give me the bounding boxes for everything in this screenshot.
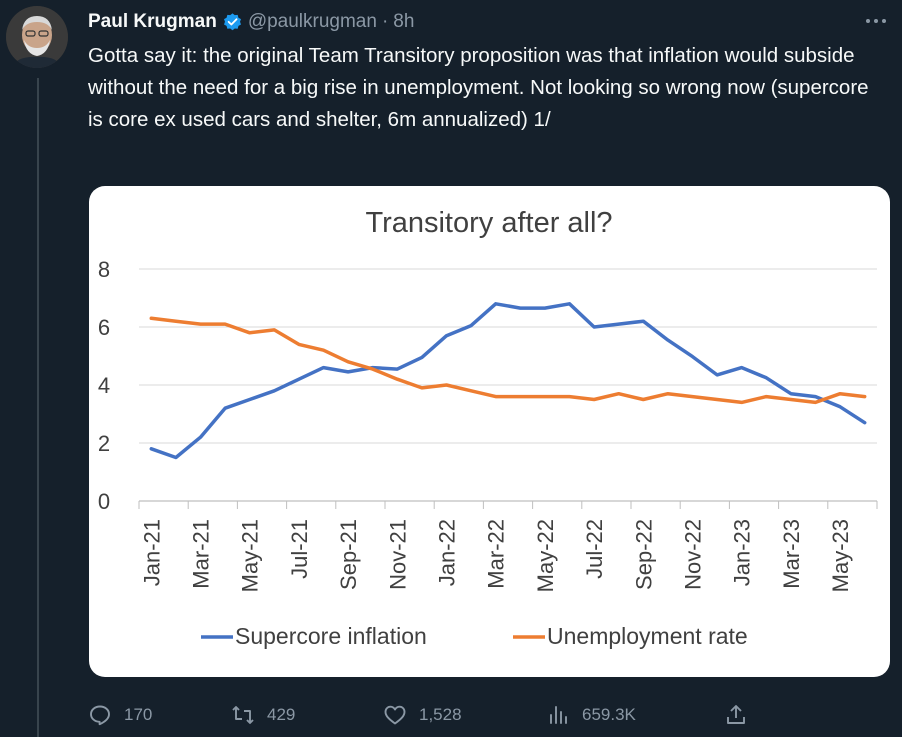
x-tick-label-Mar-21: Mar-21: [189, 519, 214, 589]
chart-legend: Supercore inflation Unemployment rate: [201, 623, 748, 649]
thread-line: [37, 78, 39, 737]
legend-label-1: Unemployment rate: [547, 623, 748, 649]
x-tick-label-Jul-22: Jul-22: [582, 519, 607, 579]
x-tick-label-Nov-22: Nov-22: [681, 519, 706, 590]
views-button[interactable]: 659.3K: [546, 700, 636, 730]
avatar[interactable]: [6, 6, 68, 68]
x-tick-label-Sep-21: Sep-21: [336, 519, 361, 590]
x-tick-label-Jul-21: Jul-21: [287, 519, 312, 579]
retweet-button[interactable]: 429: [231, 700, 295, 730]
retweet-icon: [232, 706, 254, 724]
share-icon: [727, 705, 745, 724]
series-line-0: [149, 302, 867, 460]
header-separator: ·: [381, 11, 389, 32]
x-tick-label-Jan-21: Jan-21: [139, 519, 164, 586]
x-tick-label-May-23: May-23: [828, 519, 853, 592]
y-tick-label-2: 2: [98, 431, 110, 456]
views-count: 659.3K: [582, 705, 636, 724]
y-tick-label-6: 6: [98, 315, 110, 340]
y-tick-label-0: 0: [98, 489, 110, 514]
reply-icon: [90, 705, 110, 726]
share-button[interactable]: [724, 700, 748, 730]
retweet-count: 429: [267, 705, 296, 724]
tweet-header: Paul Krugman @paulkrugman · 8h: [88, 9, 414, 35]
timestamp[interactable]: 8h: [393, 11, 415, 32]
reply-button[interactable]: 170: [88, 700, 152, 730]
legend-label-0: Supercore inflation: [235, 623, 427, 649]
more-options-icon[interactable]: [862, 14, 890, 28]
reply-count: 170: [124, 705, 153, 724]
like-count: 1,528: [419, 705, 462, 724]
y-axis-ticks: 0 2 4 6 8: [98, 257, 110, 514]
tweet-text: Gotta say it: the original Team Transito…: [88, 44, 869, 131]
chart-title: Transitory after all?: [365, 207, 612, 239]
chart-image[interactable]: 0 2 4 6 8 Jan-21 Mar-21 May-21 Jul-21 Sep-21 Nov-…: [89, 186, 890, 677]
series-line-1: [149, 316, 867, 405]
x-tick-label-Jan-22: Jan-22: [435, 519, 460, 586]
verified-badge-icon: [222, 12, 243, 33]
x-tick-label-Nov-21: Nov-21: [385, 519, 410, 590]
views-icon: [550, 706, 567, 724]
grid: [139, 268, 877, 502]
heart-icon: [384, 705, 406, 725]
y-tick-label-4: 4: [98, 373, 110, 398]
x-tick-label-Jan-23: Jan-23: [730, 519, 755, 586]
x-tick-label-May-21: May-21: [238, 519, 263, 592]
x-tick-label-Sep-22: Sep-22: [631, 519, 656, 590]
action-bar: 170 429 1,528 659.3K: [88, 700, 868, 730]
x-tick-label-Mar-22: Mar-22: [484, 519, 509, 589]
author-name[interactable]: Paul Krugman: [88, 11, 217, 32]
like-button[interactable]: 1,528: [383, 700, 462, 730]
line-chart: 0 2 4 6 8 Jan-21 Mar-21 May-21 Jul-21 Sep-21 Nov-…: [98, 207, 878, 649]
x-tick-label-Mar-23: Mar-23: [779, 519, 804, 589]
series-lines: [149, 302, 867, 460]
x-tick-label-May-22: May-22: [533, 519, 558, 592]
author-handle[interactable]: @paulkrugman: [247, 11, 377, 32]
y-tick-label-8: 8: [98, 257, 110, 282]
x-axis-ticks: Jan-21 Mar-21 May-21 Jul-21 Sep-21 Nov-21 Jan-…: [138, 501, 878, 592]
